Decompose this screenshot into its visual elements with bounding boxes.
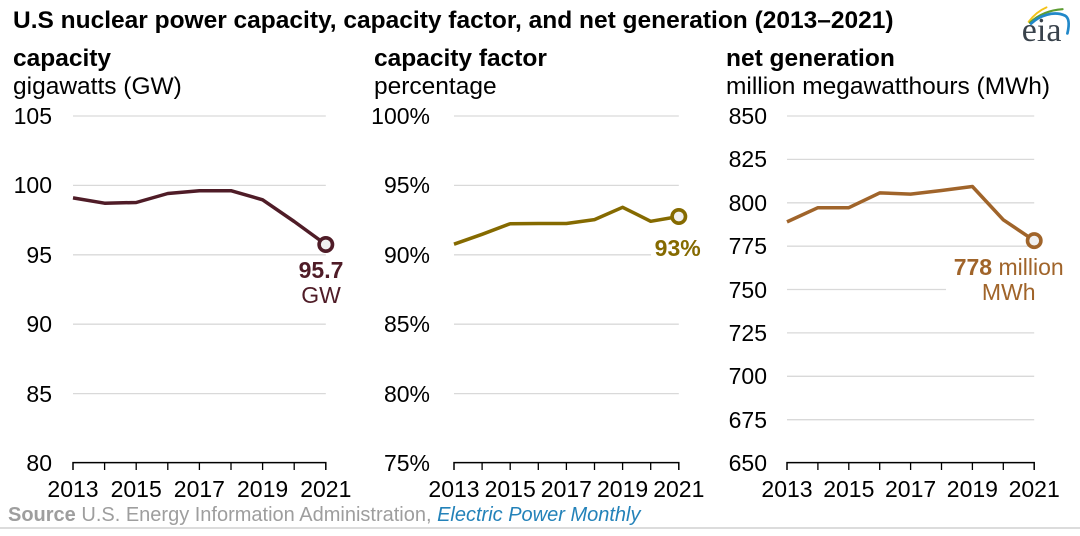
svg-text:eia: eia [1022,12,1062,49]
